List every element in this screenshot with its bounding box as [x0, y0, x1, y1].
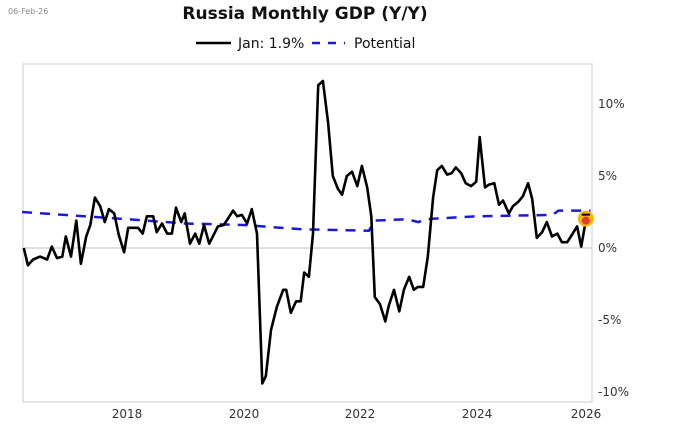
- y-tick-label: 0%: [598, 241, 617, 255]
- chart-title: Russia Monthly GDP (Y/Y): [182, 4, 427, 24]
- legend-label-gdp: Jan: 1.9%: [237, 36, 304, 52]
- x-tick-label: 2024: [462, 407, 493, 421]
- latest-point-marker: [581, 216, 590, 225]
- plot-frame: [22, 63, 593, 403]
- series-line-potential: [22, 209, 591, 232]
- y-tick-label: -5%: [598, 313, 621, 327]
- x-tick-label: 2018: [112, 407, 143, 421]
- x-tick-label: 2020: [229, 407, 260, 421]
- legend: Jan: 1.9% Potential: [196, 36, 415, 52]
- y-tick-label: -10%: [598, 385, 629, 399]
- x-tick-label: 2026: [571, 407, 602, 421]
- date-label: 06-Feb-26: [8, 7, 48, 16]
- y-tick-label: 5%: [598, 169, 617, 183]
- series-line-gdp: [22, 79, 588, 385]
- x-tick-label: 2022: [345, 407, 376, 421]
- legend-label-potential: Potential: [354, 36, 415, 52]
- y-tick-label: 10%: [598, 97, 625, 111]
